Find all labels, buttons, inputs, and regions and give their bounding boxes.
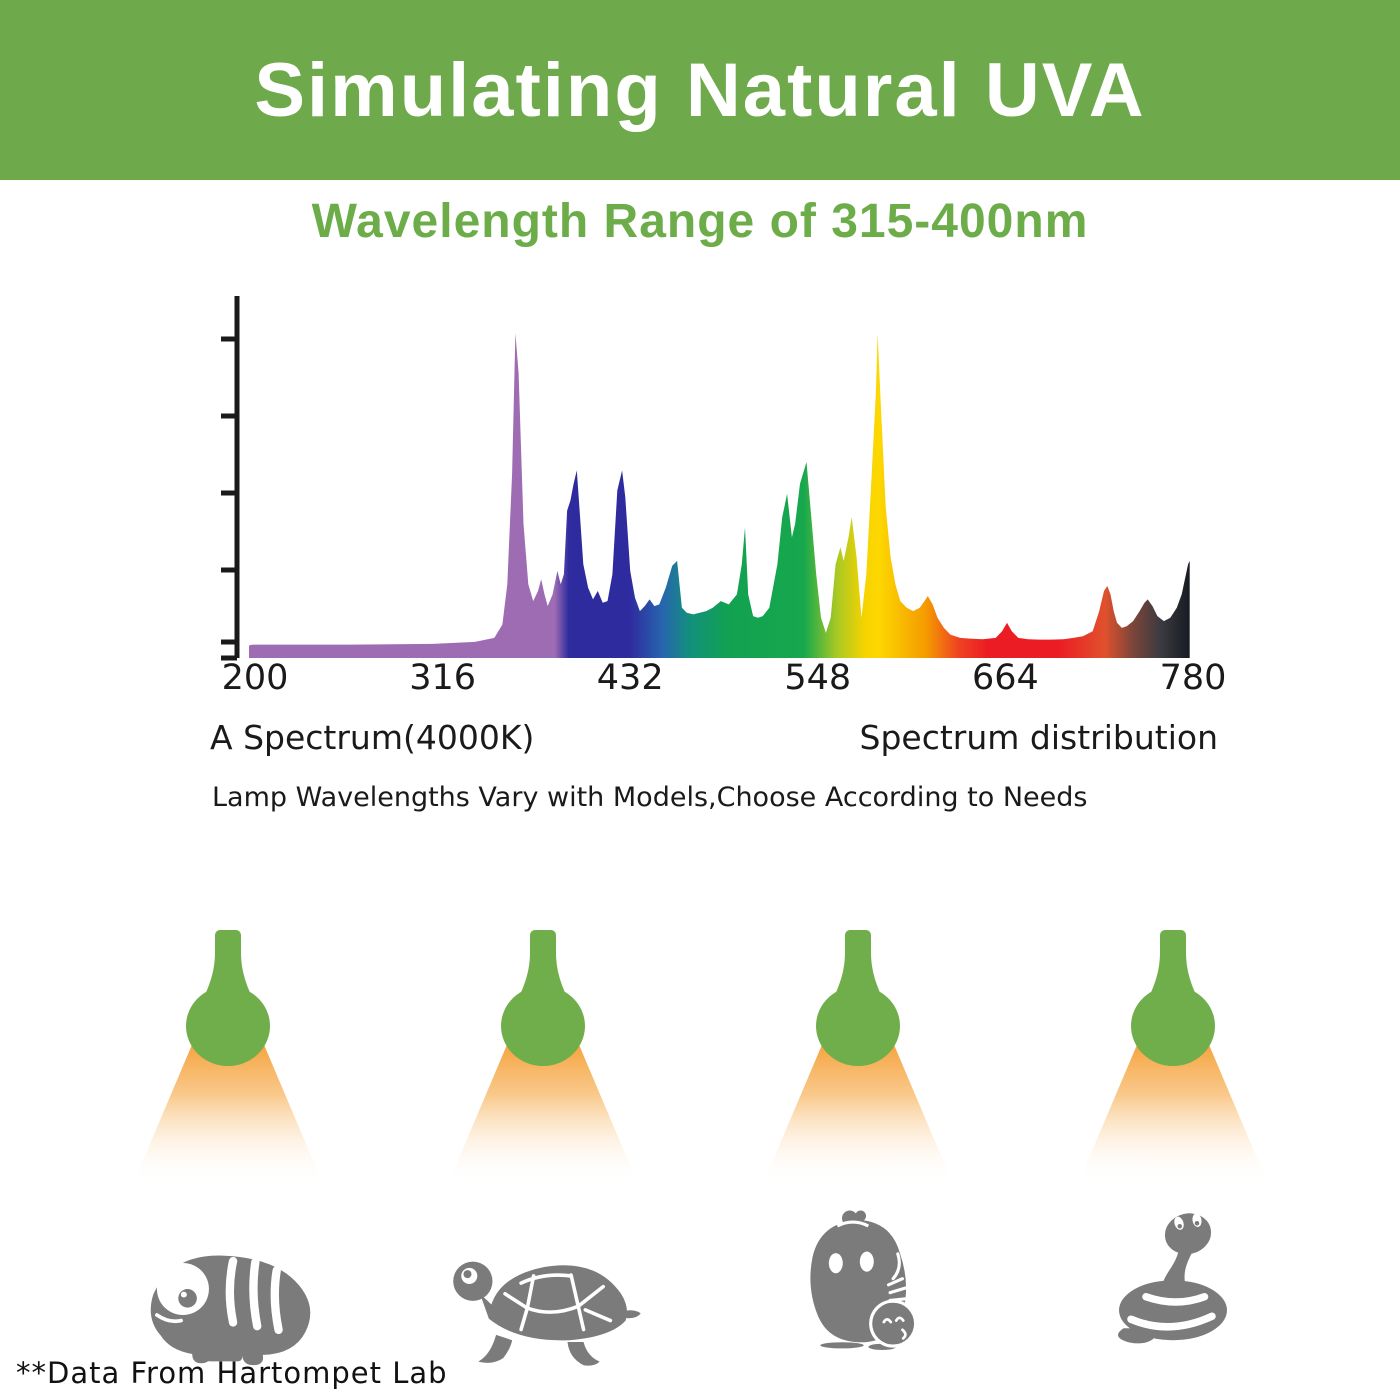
light-beam (447, 1040, 638, 1184)
heat-lamp-icon (447, 930, 638, 1184)
light-beam (762, 1040, 953, 1184)
caption-left: A Spectrum(4000K) (210, 718, 535, 757)
lamp-3 (758, 922, 958, 1192)
data-source-note: **Data From Hartompet Lab (16, 1356, 448, 1390)
x-tick-label: 432 (596, 658, 664, 698)
spectrum-plot (221, 296, 1190, 661)
bulb (1130, 930, 1215, 1066)
page-title: Simulating Natural UVA (254, 47, 1146, 133)
animal-chicken (780, 1195, 935, 1367)
bulb (185, 930, 270, 1066)
turtle-icon (453, 1261, 641, 1366)
light-beam (132, 1040, 323, 1184)
bulb (500, 930, 585, 1066)
heat-lamp-icon (762, 930, 953, 1184)
y-axis-ticks (221, 336, 237, 661)
light-beam (1077, 1040, 1268, 1184)
lamp-4 (1073, 922, 1273, 1192)
x-tick-label: 780 (1159, 658, 1227, 698)
chart-captions: A Spectrum(4000K) Spectrum distribution (210, 718, 1218, 757)
animal-chameleon (125, 1237, 330, 1367)
animal-turtle (435, 1242, 650, 1367)
chart-note: Lamp Wavelengths Vary with Models,Choose… (212, 782, 1088, 813)
header-banner: Simulating Natural UVA (0, 0, 1400, 180)
animal-snake (1098, 1192, 1248, 1367)
snake-icon (1117, 1213, 1227, 1344)
bulb (815, 930, 900, 1066)
lamp-1 (128, 922, 328, 1192)
x-tick-label: 548 (784, 658, 852, 698)
lamp-2 (443, 922, 643, 1192)
x-tick-label: 664 (971, 658, 1039, 698)
lamp-row (70, 918, 1330, 1192)
x-tick-label: 200 (221, 658, 289, 698)
caption-right: Spectrum distribution (859, 718, 1218, 757)
x-tick-label: 316 (409, 658, 476, 698)
chameleon-icon (150, 1255, 311, 1366)
spectrum-area (249, 333, 1190, 658)
subtitle: Wavelength Range of 315-400nm (311, 195, 1089, 248)
animal-row (70, 1192, 1330, 1367)
heat-lamp-icon (1077, 930, 1268, 1184)
heat-lamp-icon (132, 930, 323, 1184)
chicken-icon (810, 1210, 918, 1350)
